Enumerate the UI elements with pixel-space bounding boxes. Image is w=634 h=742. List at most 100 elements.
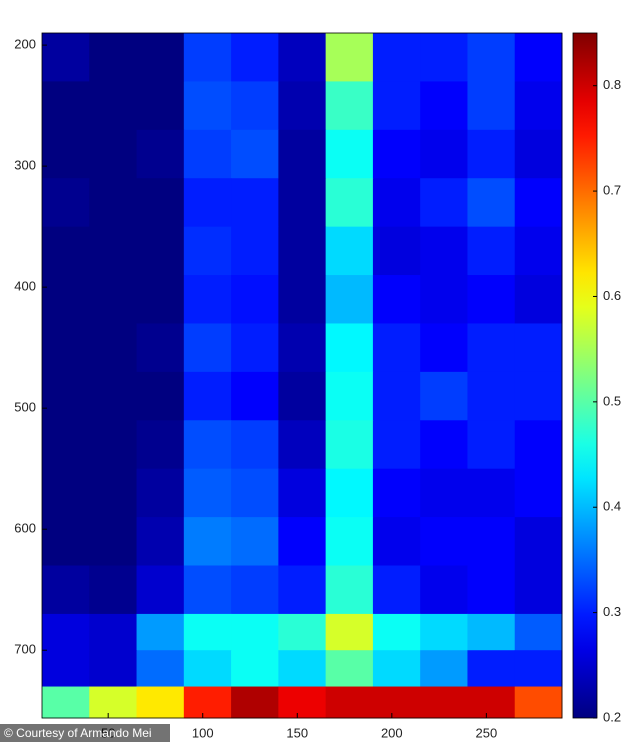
credit-background xyxy=(0,724,170,742)
heatmap-cell xyxy=(89,178,138,228)
heatmap-cell xyxy=(420,686,468,719)
heatmap-cell xyxy=(325,420,374,470)
heatmap-cell xyxy=(467,468,516,518)
heatmap-cell xyxy=(183,129,232,179)
heatmap-cell xyxy=(325,371,374,421)
heatmap-cell xyxy=(231,565,279,615)
heatmap-cell xyxy=(231,686,279,719)
y-tick-label: 500 xyxy=(14,400,36,415)
heatmap-cell xyxy=(183,420,232,470)
heatmap-cell xyxy=(136,517,185,567)
heatmap-cell xyxy=(42,178,90,228)
heatmap-cell xyxy=(136,323,185,373)
y-tick-label: 300 xyxy=(14,158,36,173)
heatmap-cell xyxy=(420,323,468,373)
heatmap-cell xyxy=(420,129,468,179)
heatmap-cell xyxy=(42,517,90,567)
heatmap-cell xyxy=(183,650,232,688)
heatmap-cell xyxy=(231,226,279,276)
heatmap-cell xyxy=(514,371,563,421)
heatmap-cell xyxy=(372,686,421,719)
heatmap-cell xyxy=(325,275,374,324)
heatmap-cell xyxy=(420,565,468,615)
heatmap-cell xyxy=(89,565,138,615)
heatmap-cell xyxy=(183,226,232,276)
credit: © Courtesy of Armando Mei xyxy=(4,726,152,740)
heatmap-cell xyxy=(278,517,327,567)
colorbar-tick-label: 0.6 xyxy=(603,288,621,303)
heatmap-cell xyxy=(372,81,421,131)
heatmap-cell xyxy=(89,468,138,518)
heatmap-cell xyxy=(514,468,563,518)
heatmap-cell xyxy=(136,371,185,421)
y-tick-label: 400 xyxy=(14,279,36,294)
heatmap-cell xyxy=(278,81,327,131)
heatmap-cell xyxy=(420,226,468,276)
heatmap-cell xyxy=(514,129,563,179)
heatmap-cell xyxy=(372,420,421,470)
heatmap-cell xyxy=(325,33,374,82)
heatmap-cell xyxy=(467,323,516,373)
heatmap-cell xyxy=(420,613,468,651)
x-tick-label: 150 xyxy=(286,725,308,740)
heatmap-cell xyxy=(89,517,138,567)
heatmap-cell xyxy=(372,33,421,82)
colorbar-tick-label: 0.7 xyxy=(603,183,621,198)
heatmap-cell xyxy=(325,178,374,228)
heatmap-cell xyxy=(42,81,90,131)
heatmap-cell xyxy=(136,178,185,228)
x-tick-label: 250 xyxy=(476,725,498,740)
heatmap-cell xyxy=(42,613,90,651)
heatmap-cell xyxy=(325,226,374,276)
heatmap-cell xyxy=(420,517,468,567)
heatmap-cell xyxy=(42,565,90,615)
heatmap-cell xyxy=(278,686,327,719)
heatmap-cell xyxy=(278,650,327,688)
heatmap-cell xyxy=(420,420,468,470)
y-tick-label: 200 xyxy=(14,37,36,52)
heatmap-cell xyxy=(372,226,421,276)
heatmap-cell xyxy=(467,129,516,179)
heatmap-cell xyxy=(467,517,516,567)
plot-frame xyxy=(41,32,563,719)
heatmap-cell xyxy=(183,33,232,82)
heatmap-cell xyxy=(278,33,327,82)
heatmap-cell xyxy=(325,81,374,131)
heatmap-cell xyxy=(467,226,516,276)
y-tick-label: 700 xyxy=(14,642,36,657)
heatmap-cell xyxy=(89,81,138,131)
heatmap-cell xyxy=(372,323,421,373)
heatmap-cell xyxy=(231,613,279,651)
heatmap-cell xyxy=(42,323,90,373)
colorbar-tick-label: 0.2 xyxy=(603,709,621,724)
heatmap-cell xyxy=(231,650,279,688)
heatmap-cell xyxy=(231,129,279,179)
heatmap-cell xyxy=(278,565,327,615)
heatmap-cell xyxy=(183,323,232,373)
heatmap-cell xyxy=(89,226,138,276)
heatmap-cell xyxy=(136,81,185,131)
heatmap-cell xyxy=(136,420,185,470)
heatmap-cell xyxy=(278,420,327,470)
heatmap-cell xyxy=(420,275,468,324)
heatmap-cell xyxy=(89,613,138,651)
heatmap-cell xyxy=(514,33,563,82)
heatmap-cell xyxy=(89,650,138,688)
heatmap-cell xyxy=(514,178,563,228)
heatmap-cell xyxy=(372,468,421,518)
heatmap-cell xyxy=(514,686,563,719)
heatmap-cell xyxy=(231,420,279,470)
heatmap-cell xyxy=(467,420,516,470)
x-tick-label: 200 xyxy=(381,725,403,740)
heatmap-cell xyxy=(278,323,327,373)
heatmap-cell xyxy=(420,650,468,688)
heatmap-cell xyxy=(136,468,185,518)
heatmap-cell xyxy=(278,129,327,179)
heatmap-cell xyxy=(183,275,232,324)
heatmap-cell xyxy=(467,371,516,421)
heatmap-cell xyxy=(278,613,327,651)
heatmap-cell xyxy=(231,275,279,324)
heatmap-cell xyxy=(136,33,185,82)
heatmap-cell xyxy=(325,323,374,373)
heatmap-cell xyxy=(467,650,516,688)
